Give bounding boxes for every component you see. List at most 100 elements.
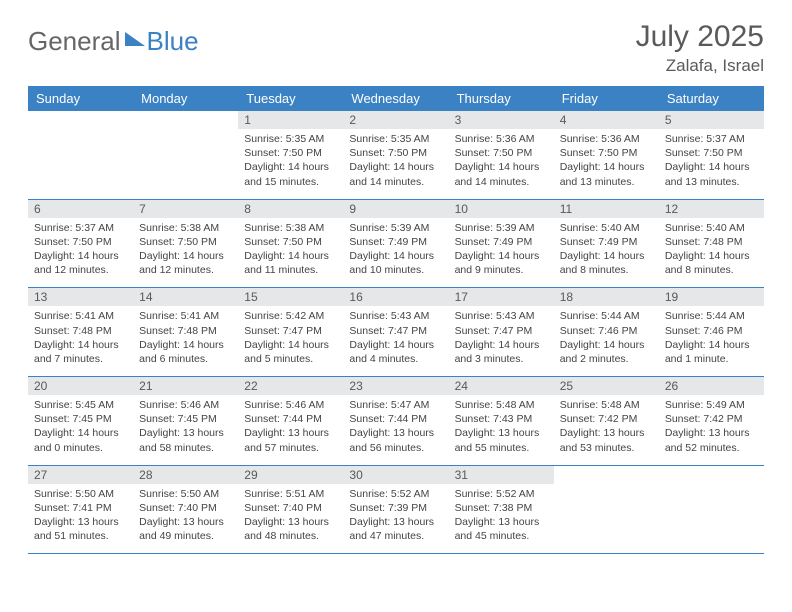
week-row: 1Sunrise: 5:35 AMSunset: 7:50 PMDaylight… (28, 111, 764, 199)
sunrise-text: Sunrise: 5:40 AM (665, 221, 758, 235)
day-header-row: Sunday Monday Tuesday Wednesday Thursday… (28, 86, 764, 111)
sunset-text: Sunset: 7:50 PM (244, 235, 337, 249)
daylight-text: Daylight: 13 hours and 55 minutes. (455, 426, 548, 454)
day-body: Sunrise: 5:50 AMSunset: 7:40 PMDaylight:… (133, 484, 238, 554)
sunset-text: Sunset: 7:50 PM (244, 146, 337, 160)
sunrise-text: Sunrise: 5:35 AM (244, 132, 337, 146)
daylight-text: Daylight: 13 hours and 51 minutes. (34, 515, 127, 543)
day-body (659, 470, 764, 532)
sunrise-text: Sunrise: 5:41 AM (139, 309, 232, 323)
daylight-text: Daylight: 14 hours and 10 minutes. (349, 249, 442, 277)
day-body: Sunrise: 5:46 AMSunset: 7:44 PMDaylight:… (238, 395, 343, 465)
day-cell: 28Sunrise: 5:50 AMSunset: 7:40 PMDayligh… (133, 465, 238, 554)
week-row: 13Sunrise: 5:41 AMSunset: 7:48 PMDayligh… (28, 288, 764, 377)
day-cell: 25Sunrise: 5:48 AMSunset: 7:42 PMDayligh… (554, 377, 659, 466)
daylight-text: Daylight: 14 hours and 8 minutes. (665, 249, 758, 277)
sunrise-text: Sunrise: 5:50 AM (139, 487, 232, 501)
day-number: 6 (28, 200, 133, 218)
location: Zalafa, Israel (636, 56, 764, 76)
day-cell: 11Sunrise: 5:40 AMSunset: 7:49 PMDayligh… (554, 199, 659, 288)
daylight-text: Daylight: 14 hours and 13 minutes. (560, 160, 653, 188)
sunrise-text: Sunrise: 5:48 AM (455, 398, 548, 412)
sunrise-text: Sunrise: 5:39 AM (349, 221, 442, 235)
sunset-text: Sunset: 7:47 PM (455, 324, 548, 338)
day-cell: 18Sunrise: 5:44 AMSunset: 7:46 PMDayligh… (554, 288, 659, 377)
sunrise-text: Sunrise: 5:43 AM (349, 309, 442, 323)
sunrise-text: Sunrise: 5:52 AM (349, 487, 442, 501)
day-number: 29 (238, 466, 343, 484)
daylight-text: Daylight: 13 hours and 47 minutes. (349, 515, 442, 543)
day-body: Sunrise: 5:39 AMSunset: 7:49 PMDaylight:… (449, 218, 554, 288)
day-cell: 30Sunrise: 5:52 AMSunset: 7:39 PMDayligh… (343, 465, 448, 554)
sunrise-text: Sunrise: 5:38 AM (139, 221, 232, 235)
sunset-text: Sunset: 7:43 PM (455, 412, 548, 426)
sunset-text: Sunset: 7:44 PM (349, 412, 442, 426)
day-body: Sunrise: 5:50 AMSunset: 7:41 PMDaylight:… (28, 484, 133, 554)
day-header: Friday (554, 86, 659, 111)
sunset-text: Sunset: 7:39 PM (349, 501, 442, 515)
sunrise-text: Sunrise: 5:44 AM (560, 309, 653, 323)
sunset-text: Sunset: 7:41 PM (34, 501, 127, 515)
day-cell: 29Sunrise: 5:51 AMSunset: 7:40 PMDayligh… (238, 465, 343, 554)
sunrise-text: Sunrise: 5:36 AM (455, 132, 548, 146)
day-body (554, 470, 659, 532)
day-body: Sunrise: 5:41 AMSunset: 7:48 PMDaylight:… (28, 306, 133, 376)
day-cell: 14Sunrise: 5:41 AMSunset: 7:48 PMDayligh… (133, 288, 238, 377)
day-cell: 23Sunrise: 5:47 AMSunset: 7:44 PMDayligh… (343, 377, 448, 466)
day-number: 10 (449, 200, 554, 218)
day-body: Sunrise: 5:43 AMSunset: 7:47 PMDaylight:… (449, 306, 554, 376)
day-number: 21 (133, 377, 238, 395)
day-cell: 24Sunrise: 5:48 AMSunset: 7:43 PMDayligh… (449, 377, 554, 466)
sunset-text: Sunset: 7:46 PM (665, 324, 758, 338)
sunset-text: Sunset: 7:49 PM (349, 235, 442, 249)
sunset-text: Sunset: 7:48 PM (665, 235, 758, 249)
daylight-text: Daylight: 13 hours and 58 minutes. (139, 426, 232, 454)
day-body: Sunrise: 5:51 AMSunset: 7:40 PMDaylight:… (238, 484, 343, 554)
logo-text-blue: Blue (147, 26, 199, 57)
day-header: Saturday (659, 86, 764, 111)
day-body: Sunrise: 5:46 AMSunset: 7:45 PMDaylight:… (133, 395, 238, 465)
sunset-text: Sunset: 7:50 PM (139, 235, 232, 249)
day-body: Sunrise: 5:47 AMSunset: 7:44 PMDaylight:… (343, 395, 448, 465)
daylight-text: Daylight: 13 hours and 45 minutes. (455, 515, 548, 543)
header: GeneralBlue July 2025 Zalafa, Israel (28, 20, 764, 76)
day-body: Sunrise: 5:52 AMSunset: 7:39 PMDaylight:… (343, 484, 448, 554)
daylight-text: Daylight: 14 hours and 5 minutes. (244, 338, 337, 366)
daylight-text: Daylight: 14 hours and 7 minutes. (34, 338, 127, 366)
week-row: 27Sunrise: 5:50 AMSunset: 7:41 PMDayligh… (28, 465, 764, 554)
week-row: 6Sunrise: 5:37 AMSunset: 7:50 PMDaylight… (28, 199, 764, 288)
day-body: Sunrise: 5:45 AMSunset: 7:45 PMDaylight:… (28, 395, 133, 465)
day-header: Tuesday (238, 86, 343, 111)
sunset-text: Sunset: 7:42 PM (665, 412, 758, 426)
day-body: Sunrise: 5:43 AMSunset: 7:47 PMDaylight:… (343, 306, 448, 376)
day-number: 26 (659, 377, 764, 395)
day-cell (659, 465, 764, 554)
sunrise-text: Sunrise: 5:36 AM (560, 132, 653, 146)
sunrise-text: Sunrise: 5:42 AM (244, 309, 337, 323)
day-cell: 2Sunrise: 5:35 AMSunset: 7:50 PMDaylight… (343, 111, 448, 199)
day-number: 24 (449, 377, 554, 395)
day-cell: 17Sunrise: 5:43 AMSunset: 7:47 PMDayligh… (449, 288, 554, 377)
daylight-text: Daylight: 13 hours and 56 minutes. (349, 426, 442, 454)
sunset-text: Sunset: 7:50 PM (665, 146, 758, 160)
day-cell: 13Sunrise: 5:41 AMSunset: 7:48 PMDayligh… (28, 288, 133, 377)
daylight-text: Daylight: 13 hours and 48 minutes. (244, 515, 337, 543)
day-number: 15 (238, 288, 343, 306)
day-number: 5 (659, 111, 764, 129)
sunset-text: Sunset: 7:50 PM (34, 235, 127, 249)
day-body (133, 115, 238, 177)
day-body: Sunrise: 5:48 AMSunset: 7:43 PMDaylight:… (449, 395, 554, 465)
day-body: Sunrise: 5:38 AMSunset: 7:50 PMDaylight:… (238, 218, 343, 288)
day-header: Sunday (28, 86, 133, 111)
day-cell: 8Sunrise: 5:38 AMSunset: 7:50 PMDaylight… (238, 199, 343, 288)
day-number: 23 (343, 377, 448, 395)
daylight-text: Daylight: 14 hours and 4 minutes. (349, 338, 442, 366)
day-body: Sunrise: 5:35 AMSunset: 7:50 PMDaylight:… (238, 129, 343, 199)
daylight-text: Daylight: 13 hours and 53 minutes. (560, 426, 653, 454)
sunset-text: Sunset: 7:45 PM (34, 412, 127, 426)
daylight-text: Daylight: 14 hours and 14 minutes. (455, 160, 548, 188)
day-number: 14 (133, 288, 238, 306)
day-cell: 9Sunrise: 5:39 AMSunset: 7:49 PMDaylight… (343, 199, 448, 288)
day-body: Sunrise: 5:44 AMSunset: 7:46 PMDaylight:… (659, 306, 764, 376)
daylight-text: Daylight: 14 hours and 11 minutes. (244, 249, 337, 277)
